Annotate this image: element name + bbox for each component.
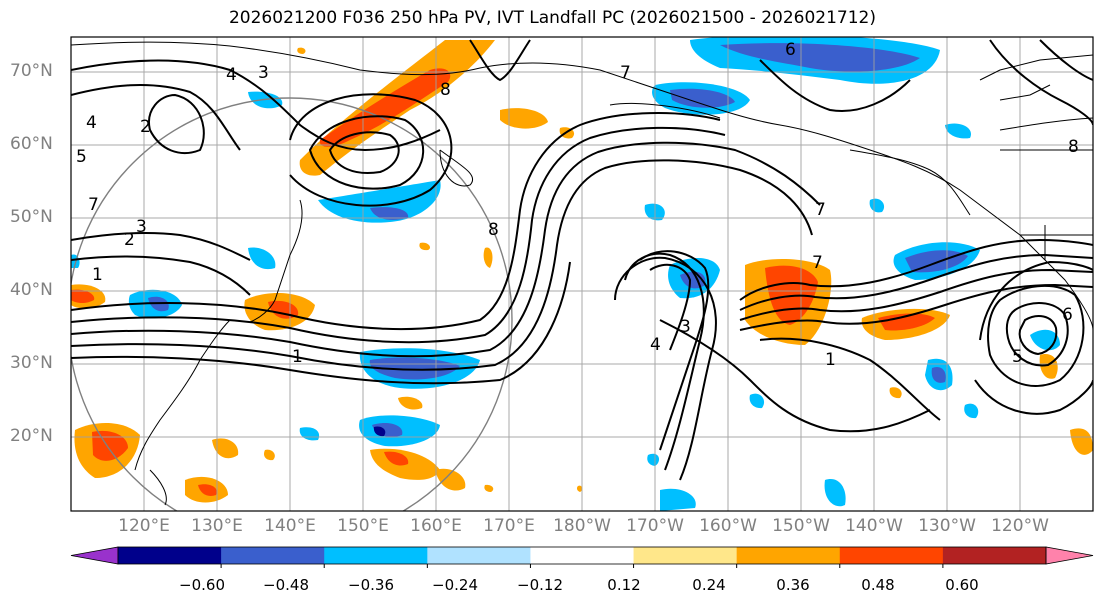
colorbar-tick-label: 0.24 [692,576,726,594]
map-frame [70,36,1094,512]
lat-label: 50°N [10,207,53,227]
colorbar-tick-label: −0.24 [432,576,478,594]
lon-label: 180°W [553,516,611,536]
contour-label: 8 [488,220,499,240]
contour-label: 8 [440,80,451,100]
contour-label: 4 [650,335,661,355]
lat-label: 70°N [10,61,53,81]
contour-label: 6 [1062,305,1073,325]
lon-label: 120°E [118,516,170,536]
colorbar-tick-label: 0.36 [776,576,810,594]
lat-label: 20°N [10,426,53,446]
contour-label: 7 [812,253,823,273]
lon-label: 140°W [845,516,903,536]
lon-label: 130°E [191,516,243,536]
range-circle [71,97,513,511]
colorbar [70,546,1094,568]
lat-label: 30°N [10,353,53,373]
lon-label: 170°W [626,516,684,536]
colorbar-segment [839,547,944,564]
map-title: 2026021200 F036 250 hPa PV, IVT Landfall… [228,8,876,28]
lon-label: 140°E [264,516,316,536]
lon-label: 120°W [991,516,1049,536]
colorbar-segment [324,547,428,564]
coastlines [71,41,1093,506]
lon-label: 160°E [410,516,462,536]
contour-label: 1 [825,350,836,370]
contour-label: 7 [88,195,99,215]
contour-label: 6 [785,40,796,60]
colorbar-segment [942,547,1047,564]
colorbar-tick-label: −0.48 [263,576,309,594]
colorbar-tick-label: −0.12 [517,576,563,594]
contour-label: 7 [815,200,826,220]
colorbar-segment [221,547,325,564]
colorbar-tick-label: −0.60 [179,576,225,594]
lat-label: 60°N [10,134,53,154]
contour-label: 2 [124,230,135,250]
contour-label: 1 [92,265,103,285]
contour-label: 3 [680,317,691,337]
contour-label: 4 [226,65,237,85]
contour-label: 7 [620,63,631,83]
colorbar-segment [118,547,222,564]
contour-label-group: 3 4 2 8 7 6 8 3 2 1 1 1 7 7 3 4 5 6 8 7 … [76,40,1079,370]
contour-label: 5 [76,147,87,167]
lon-label: 160°W [699,516,757,536]
map-content: 3 4 2 8 7 6 8 3 2 1 1 1 7 7 3 4 5 6 8 7 … [71,37,1093,511]
colorbar-segment [530,547,635,564]
colorbar-tick-label: −0.36 [348,576,394,594]
contour-label: 4 [86,113,97,133]
contour-label: 5 [1012,347,1023,367]
lat-label: 40°N [10,280,53,300]
lon-label: 150°W [772,516,830,536]
colorbar-tick-label: 0.12 [607,576,641,594]
colorbar-segment [736,547,841,564]
colorbar-extend-min [70,546,119,565]
colorbar-extend-max [1045,546,1094,565]
lon-label: 130°W [918,516,976,536]
colorbar-segment [633,547,738,564]
contour-label: 3 [258,63,269,83]
contour-label: 3 [136,217,147,237]
colorbar-segment [427,547,531,564]
lon-label: 170°E [483,516,535,536]
contour-label: 1 [292,347,303,367]
colorbar-border [117,546,1047,565]
colorbar-tick-label: 0.48 [861,576,895,594]
lon-label: 150°E [337,516,389,536]
contour-label: 2 [140,117,151,137]
colorbar-tick-label: 0.60 [945,576,979,594]
contour-label: 8 [1068,137,1079,157]
pv-contours [71,39,1093,481]
